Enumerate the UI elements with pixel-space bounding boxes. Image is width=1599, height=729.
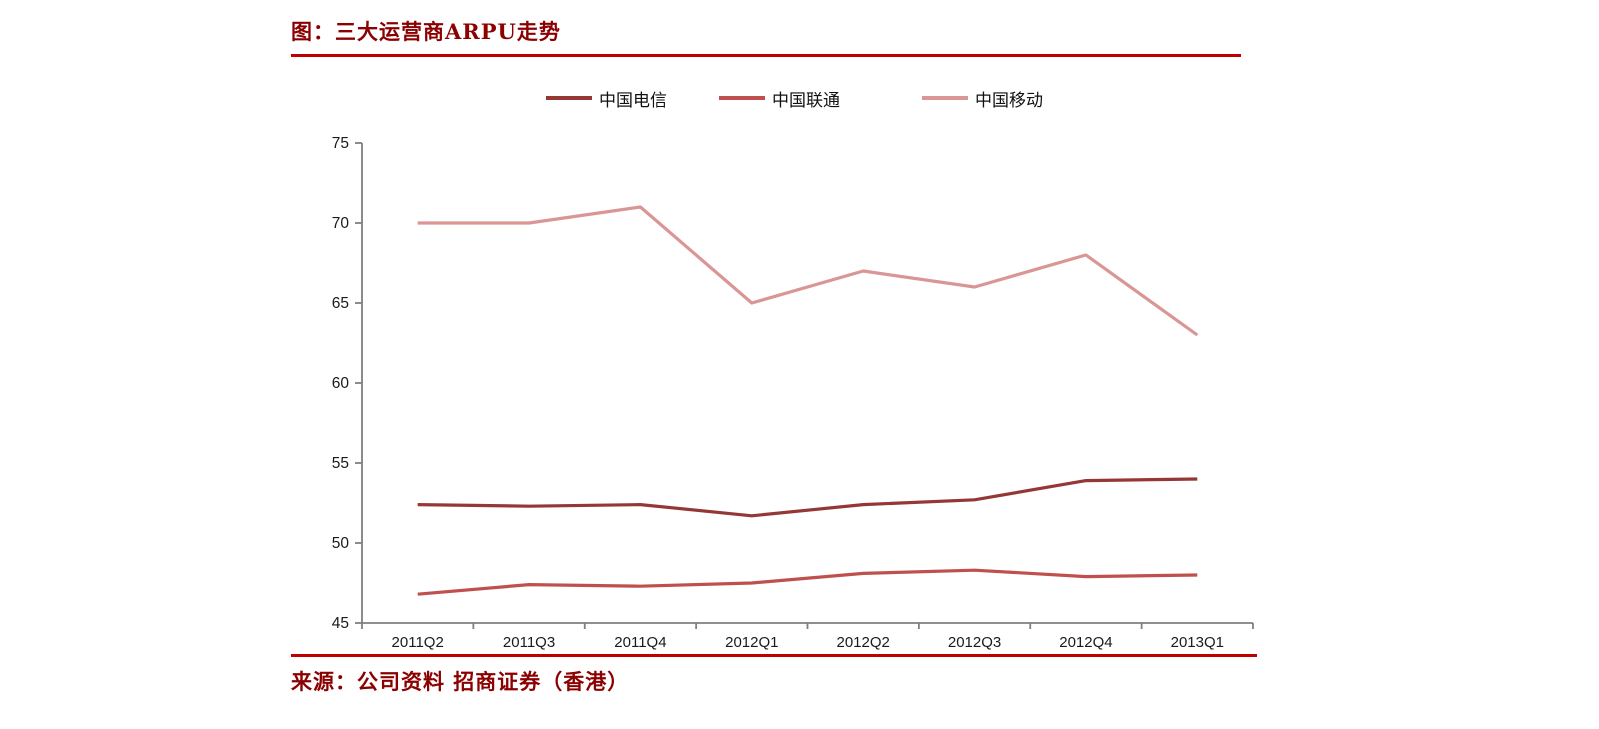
series-line-中国电信 [417, 477, 1198, 518]
legend-item: 中国移动 [922, 86, 1043, 111]
x-tick-label: 2011Q2 [392, 634, 444, 651]
series-line-中国联通 [417, 568, 1198, 596]
y-tick-label: 55 [332, 455, 349, 472]
legend-label: 中国联通 [772, 90, 840, 111]
bottom-rule [291, 654, 1257, 657]
figure-title: 图：三大运营商ARPU走势 [291, 19, 561, 44]
legend-swatch [546, 96, 592, 100]
line-chart: 45 50 55 60 65 70 75 2011Q2 2011Q3 2011Q4 2012Q1 20… [332, 135, 1254, 651]
legend-label: 中国移动 [975, 90, 1043, 111]
x-tick-label: 2011Q3 [503, 634, 555, 651]
series-line-中国移动 [417, 205, 1199, 337]
x-tick-label: 2011Q4 [614, 634, 666, 651]
x-tick-label: 2012Q2 [836, 634, 889, 651]
y-tick-label: 60 [332, 375, 350, 392]
legend-label: 中国电信 [599, 90, 667, 111]
x-tick-label: 2013Q1 [1171, 634, 1224, 651]
x-tick-label: 2012Q1 [725, 634, 778, 651]
source-note: 来源：公司资料 招商证券（香港） [291, 669, 630, 694]
legend-item: 中国联通 [719, 86, 840, 111]
y-tick-label: 75 [332, 135, 349, 152]
legend-item: 中国电信 [546, 86, 667, 111]
y-tick-label: 70 [332, 215, 350, 232]
x-tick-label: 2012Q4 [1059, 634, 1112, 651]
legend-swatch [922, 96, 968, 100]
y-tick-label: 45 [332, 615, 349, 632]
chart-legend: 中国电信 中国联通 中国移动 [546, 86, 1043, 111]
x-tick-label: 2012Q3 [948, 634, 1001, 651]
top-rule [291, 54, 1241, 57]
legend-swatch [719, 96, 765, 100]
y-tick-label: 65 [332, 295, 349, 312]
y-tick-label: 50 [332, 535, 350, 552]
